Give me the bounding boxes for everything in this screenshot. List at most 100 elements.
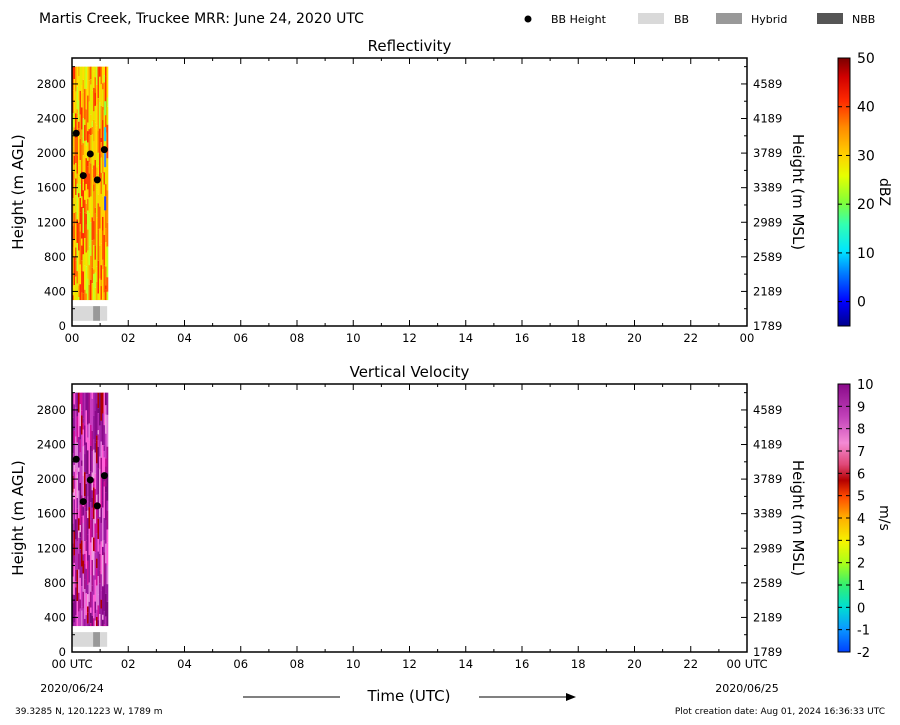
heatmap-cell: [97, 194, 100, 204]
heatmap-cell: [79, 577, 82, 600]
heatmap-cell: [72, 543, 74, 577]
heatmap-cell: [82, 293, 85, 301]
heatmap-cell: [87, 278, 89, 301]
heatmap-cell: [78, 193, 80, 198]
colorbar-tick-label: 1: [857, 579, 865, 594]
heatmap-cell: [90, 392, 92, 425]
bb-type-strip: [72, 306, 108, 321]
heatmap-cell: [72, 113, 74, 138]
colorbar-tick-label: 6: [857, 467, 865, 482]
heatmap-cell: [87, 442, 89, 451]
heatmap-cell: [103, 425, 106, 446]
heatmap-cell: [82, 591, 85, 609]
heatmap-cell: [94, 392, 97, 411]
heatmap-cell: [90, 623, 92, 627]
heatmap-cell: [75, 276, 77, 301]
heatmap-cell: [88, 473, 91, 508]
heatmap-cell: [104, 127, 107, 142]
heatmap-cell: [79, 223, 82, 232]
x-tick-label: 12: [402, 331, 417, 345]
heatmap-cell: [91, 267, 94, 284]
heatmap-cell: [82, 422, 85, 430]
heatmap-cell: [75, 569, 77, 582]
heatmap-cell: [102, 619, 104, 627]
legend-bb-height-marker: [524, 15, 532, 23]
heatmap-cell: [106, 414, 109, 447]
heatmap-cell: [90, 575, 92, 592]
heatmap-cell: [76, 271, 79, 284]
heatmap-cell: [102, 555, 104, 587]
bb-height-point: [79, 498, 87, 506]
heatmap-cell: [103, 611, 106, 625]
heatmap-cell: [73, 179, 76, 213]
heatmap-cell: [94, 66, 97, 78]
heatmap-cell: [94, 452, 97, 474]
heatmap-cell: [97, 434, 100, 441]
y-tick-label: 1200: [37, 215, 66, 229]
heatmap-cell: [85, 511, 88, 541]
heatmap-cell: [87, 189, 89, 200]
heatmap-cell: [79, 482, 82, 505]
heatmap-cell: [96, 494, 98, 503]
heatmap-cell: [84, 392, 86, 426]
heatmap-cell: [85, 293, 88, 301]
heatmap-cell: [105, 196, 107, 229]
heatmap-cell: [96, 167, 98, 176]
heatmap-cell: [103, 584, 106, 612]
heatmap-cell: [75, 587, 77, 616]
y-tick-label: 0: [59, 319, 66, 333]
heatmap-cell: [102, 216, 104, 231]
heatmap-cell: [106, 291, 109, 301]
heatmap-cell: [85, 410, 88, 443]
y-tick-label: 2400: [37, 438, 66, 452]
colorbar-tick-label: 10: [857, 246, 875, 262]
heatmap-cell: [78, 297, 80, 301]
heatmap-cell: [100, 599, 103, 609]
heatmap-cell: [73, 595, 76, 623]
heatmap-cell: [93, 141, 95, 166]
heatmap-cell: [76, 416, 79, 443]
heatmap-cell: [105, 66, 107, 77]
heatmap-cell: [87, 437, 89, 443]
heatmap-cell: [90, 128, 92, 136]
heatmap-cell: [87, 534, 89, 561]
legend-nbb-label: NBB: [852, 13, 875, 26]
heatmap-cell: [81, 238, 83, 246]
heatmap-cell: [88, 582, 91, 602]
heatmap-cell: [103, 481, 106, 487]
heatmap-cell: [90, 471, 92, 503]
heatmap-cell: [78, 537, 80, 554]
creation-note: Plot creation date: Aug 01, 2024 16:36:3…: [675, 707, 885, 717]
heatmap-cell: [97, 408, 100, 414]
heatmap-cell: [103, 75, 106, 83]
bb-type-segment: [72, 632, 94, 647]
heatmap-cell: [88, 624, 91, 627]
heatmap-cell: [97, 620, 100, 627]
legend: BB Height BB Hybrid NBB: [524, 13, 875, 26]
heatmap-cell: [102, 500, 104, 508]
heatmap-cell: [84, 454, 86, 473]
heatmap-cell: [103, 445, 106, 452]
colorbar-tick-label: 40: [857, 100, 875, 116]
y-tick-label: 2800: [37, 77, 66, 91]
heatmap-cell: [79, 404, 82, 427]
x-tick-label: 04: [177, 657, 192, 671]
bb-type-segment: [93, 632, 101, 647]
heatmap-cell: [75, 91, 77, 114]
heatmap-cell: [103, 392, 106, 426]
heatmap-cell: [94, 179, 97, 208]
heatmap-cell: [105, 289, 107, 301]
heatmap-cell: [94, 245, 97, 260]
heatmap-cell: [90, 135, 92, 164]
colorbar-tick-label: 50: [857, 51, 875, 67]
heatmap-cell: [79, 504, 82, 526]
heatmap-cell: [75, 113, 77, 139]
heatmap-cell: [75, 615, 77, 627]
heatmap-cell: [87, 584, 89, 595]
x-tick-label: 06: [233, 657, 248, 671]
y-tick-label-right: 4189: [753, 112, 782, 126]
heatmap-cell: [94, 410, 97, 443]
x-tick-label: 00 UTC: [726, 657, 767, 671]
heatmap-cell: [82, 92, 85, 119]
heatmap-cell: [76, 392, 79, 417]
